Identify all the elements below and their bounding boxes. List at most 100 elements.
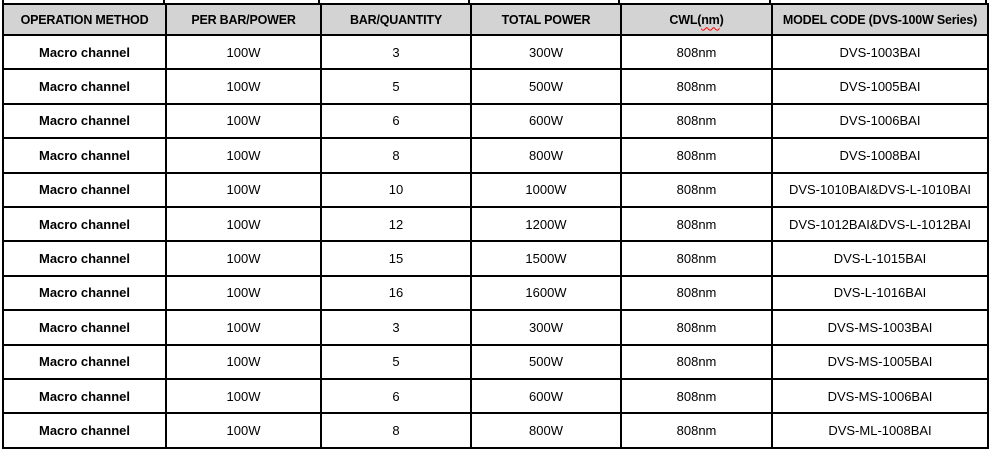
cell-per-bar-power: 100W bbox=[165, 343, 322, 380]
cell-operation-method: Macro channel bbox=[2, 205, 167, 243]
cell-per-bar-power: 100W bbox=[165, 205, 322, 243]
table-row: Macro channel 100W 3 300W 808nm DVS-1003… bbox=[2, 33, 989, 71]
cell-operation-method: Macro channel bbox=[2, 309, 167, 346]
cell-total-power: 1500W bbox=[470, 240, 622, 277]
cell-operation-method: Macro channel bbox=[2, 137, 167, 174]
cell-cwl: 808nm bbox=[620, 343, 773, 380]
cell-total-power: 1200W bbox=[470, 205, 622, 243]
cell-bar-quantity: 3 bbox=[320, 33, 472, 71]
laser-spec-table: OPERATION METHOD PER BAR/POWER BAR/QUANT… bbox=[2, 3, 989, 449]
cwl-label-prefix: CWL( bbox=[669, 12, 702, 27]
cell-bar-quantity: 6 bbox=[320, 102, 472, 140]
cell-total-power: 1600W bbox=[470, 274, 622, 312]
column-header-bar-quantity: BAR/QUANTITY bbox=[320, 3, 472, 36]
column-header-operation-method: OPERATION METHOD bbox=[2, 3, 167, 36]
cell-total-power: 500W bbox=[470, 343, 622, 380]
cell-total-power: 600W bbox=[470, 102, 622, 140]
column-header-total-power: TOTAL POWER bbox=[470, 3, 622, 36]
cell-per-bar-power: 100W bbox=[165, 102, 322, 140]
cell-total-power: 300W bbox=[470, 33, 622, 71]
cell-bar-quantity: 8 bbox=[320, 412, 472, 449]
cell-per-bar-power: 100W bbox=[165, 68, 322, 105]
cell-total-power: 300W bbox=[470, 309, 622, 346]
cell-operation-method: Macro channel bbox=[2, 240, 167, 277]
cell-cwl: 808nm bbox=[620, 274, 773, 312]
cell-cwl: 808nm bbox=[620, 240, 773, 277]
cell-per-bar-power: 100W bbox=[165, 33, 322, 71]
cell-per-bar-power: 100W bbox=[165, 240, 322, 277]
spellcheck-flagged-text: nm bbox=[701, 12, 720, 27]
cwl-label-suffix: ) bbox=[719, 12, 724, 27]
cell-per-bar-power: 100W bbox=[165, 377, 322, 415]
cell-model-code: DVS-L-1016BAI bbox=[771, 274, 989, 312]
cell-total-power: 600W bbox=[470, 377, 622, 415]
cell-per-bar-power: 100W bbox=[165, 309, 322, 346]
cell-model-code: DVS-1012BAI&DVS-L-1012BAI bbox=[771, 205, 989, 243]
table-row: Macro channel 100W 10 1000W 808nm DVS-10… bbox=[2, 171, 989, 208]
cell-bar-quantity: 12 bbox=[320, 205, 472, 243]
cell-total-power: 800W bbox=[470, 137, 622, 174]
cell-cwl: 808nm bbox=[620, 137, 773, 174]
cell-model-code: DVS-1006BAI bbox=[771, 102, 989, 140]
clipped-cell bbox=[320, 0, 470, 4]
table-row: Macro channel 100W 15 1500W 808nm DVS-L-… bbox=[2, 240, 989, 277]
column-header-model-code: MODEL CODE (DVS-100W Series) bbox=[771, 3, 989, 36]
table-row: Macro channel 100W 5 500W 808nm DVS-1005… bbox=[2, 68, 989, 105]
clipped-cell bbox=[470, 0, 620, 4]
cell-cwl: 808nm bbox=[620, 309, 773, 346]
cell-model-code: DVS-1010BAI&DVS-L-1010BAI bbox=[771, 171, 989, 208]
table-row: Macro channel 100W 8 800W 808nm DVS-ML-1… bbox=[2, 412, 989, 449]
cell-total-power: 500W bbox=[470, 68, 622, 105]
table-row: Macro channel 100W 6 600W 808nm DVS-1006… bbox=[2, 102, 989, 140]
cell-cwl: 808nm bbox=[620, 102, 773, 140]
header-row: OPERATION METHOD PER BAR/POWER BAR/QUANT… bbox=[2, 3, 989, 36]
table-row: Macro channel 100W 12 1200W 808nm DVS-10… bbox=[2, 205, 989, 243]
cell-model-code: DVS-MS-1006BAI bbox=[771, 377, 989, 415]
cell-total-power: 800W bbox=[470, 412, 622, 449]
clipped-cell bbox=[771, 0, 987, 4]
cell-bar-quantity: 3 bbox=[320, 309, 472, 346]
cell-bar-quantity: 10 bbox=[320, 171, 472, 208]
clipped-cell bbox=[620, 0, 771, 4]
cell-cwl: 808nm bbox=[620, 33, 773, 71]
cell-model-code: DVS-MS-1005BAI bbox=[771, 343, 989, 380]
cell-per-bar-power: 100W bbox=[165, 137, 322, 174]
clipped-cell bbox=[2, 0, 165, 4]
cell-model-code: DVS-1003BAI bbox=[771, 33, 989, 71]
cell-operation-method: Macro channel bbox=[2, 171, 167, 208]
table-row: Macro channel 100W 3 300W 808nm DVS-MS-1… bbox=[2, 309, 989, 346]
cell-operation-method: Macro channel bbox=[2, 274, 167, 312]
cell-cwl: 808nm bbox=[620, 68, 773, 105]
clipped-row-above bbox=[2, 0, 987, 4]
cell-per-bar-power: 100W bbox=[165, 171, 322, 208]
cell-cwl: 808nm bbox=[620, 205, 773, 243]
cell-cwl: 808nm bbox=[620, 377, 773, 415]
cell-bar-quantity: 6 bbox=[320, 377, 472, 415]
cell-bar-quantity: 16 bbox=[320, 274, 472, 312]
table-row: Macro channel 100W 8 800W 808nm DVS-1008… bbox=[2, 137, 989, 174]
table-row: Macro channel 100W 5 500W 808nm DVS-MS-1… bbox=[2, 343, 989, 380]
cell-model-code: DVS-L-1015BAI bbox=[771, 240, 989, 277]
cell-bar-quantity: 5 bbox=[320, 68, 472, 105]
column-header-cwl: CWL(nm) bbox=[620, 3, 773, 36]
cell-operation-method: Macro channel bbox=[2, 343, 167, 380]
cell-cwl: 808nm bbox=[620, 412, 773, 449]
clipped-cell bbox=[165, 0, 320, 4]
cell-cwl: 808nm bbox=[620, 171, 773, 208]
cell-model-code: DVS-MS-1003BAI bbox=[771, 309, 989, 346]
cell-per-bar-power: 100W bbox=[165, 274, 322, 312]
cell-operation-method: Macro channel bbox=[2, 33, 167, 71]
cell-bar-quantity: 8 bbox=[320, 137, 472, 174]
cell-model-code: DVS-ML-1008BAI bbox=[771, 412, 989, 449]
table-row: Macro channel 100W 6 600W 808nm DVS-MS-1… bbox=[2, 377, 989, 415]
cell-model-code: DVS-1005BAI bbox=[771, 68, 989, 105]
cell-model-code: DVS-1008BAI bbox=[771, 137, 989, 174]
cell-operation-method: Macro channel bbox=[2, 68, 167, 105]
cell-operation-method: Macro channel bbox=[2, 102, 167, 140]
cell-per-bar-power: 100W bbox=[165, 412, 322, 449]
table-row: Macro channel 100W 16 1600W 808nm DVS-L-… bbox=[2, 274, 989, 312]
cell-bar-quantity: 5 bbox=[320, 343, 472, 380]
cell-bar-quantity: 15 bbox=[320, 240, 472, 277]
cell-operation-method: Macro channel bbox=[2, 377, 167, 415]
